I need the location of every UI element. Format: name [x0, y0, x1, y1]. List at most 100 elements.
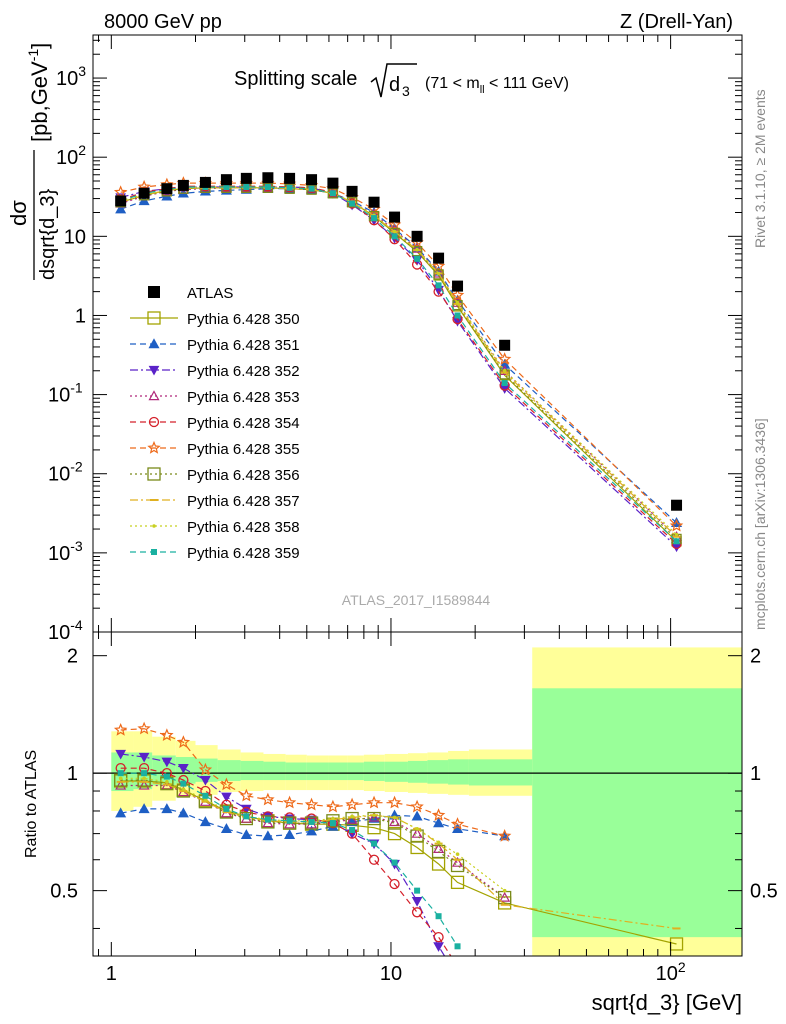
data-point	[389, 211, 401, 223]
legend-marker	[152, 524, 156, 528]
ratio-point	[304, 797, 319, 811]
ratio-point	[372, 813, 376, 818]
ratio-line	[120, 779, 506, 899]
ratio-point	[240, 829, 252, 840]
data-point	[177, 179, 189, 191]
legend-label: Pythia 6.428 355	[187, 441, 300, 458]
ratio-point	[219, 777, 234, 791]
header-right: Z (Drell-Yan)	[620, 11, 733, 33]
data-point	[411, 242, 423, 253]
ratio-point	[241, 804, 252, 815]
legend-item: Pythia 6.428 353	[130, 389, 300, 406]
ratio-point	[414, 887, 421, 894]
data-point	[199, 176, 211, 188]
data-point	[329, 190, 336, 197]
title-range: (71 < mll < 111 GeV)	[425, 75, 569, 96]
x-axis-label: sqrt{d_3} [GeV]	[592, 990, 742, 1015]
ratio-point	[306, 825, 318, 836]
ratio-point	[115, 807, 127, 818]
ratio-point	[199, 816, 211, 827]
ratio-point	[141, 770, 148, 777]
y-tick-label: 102	[56, 142, 86, 169]
data-point	[431, 259, 446, 272]
legend-label: Pythia 6.428 354	[187, 415, 300, 432]
data-point	[433, 269, 444, 280]
legend-marker	[148, 390, 160, 401]
data-point	[346, 185, 358, 197]
ratio-point	[284, 829, 296, 840]
ratio-line	[120, 767, 452, 956]
ratio-y-tick-label-right: 0.5	[750, 881, 778, 903]
ratio-point	[387, 826, 402, 841]
ratio-point	[411, 907, 423, 918]
data-point	[433, 252, 445, 264]
ratio-band-inner	[347, 762, 364, 781]
ratio-band-inner	[240, 760, 264, 781]
data-point	[499, 358, 511, 369]
title-subscript: 3	[402, 83, 410, 99]
ylabel-denominator: dsqrt{d_3}	[37, 188, 59, 280]
data-point	[387, 217, 402, 231]
ratio-point	[113, 722, 128, 736]
ratio-point	[118, 776, 123, 781]
analysis-watermark: ATLAS_2017_I1589844	[342, 592, 491, 608]
ratio-line	[120, 728, 505, 837]
data-point	[327, 177, 339, 189]
data-point	[454, 312, 461, 319]
ratio-band-inner	[328, 762, 348, 781]
y-tick-label: 10	[64, 226, 86, 248]
ratio-point	[345, 811, 359, 826]
data-point	[435, 282, 442, 289]
data-point	[671, 499, 683, 511]
ylabel-units-close: ]	[27, 43, 52, 49]
data-point	[243, 184, 250, 191]
ratio-point	[436, 840, 441, 845]
data-point	[414, 255, 421, 262]
ratio-point	[433, 817, 445, 828]
ratio-point	[499, 891, 511, 902]
ratio-point	[202, 792, 209, 799]
ratio-pythia-6-428-359	[117, 770, 461, 950]
ratio-point	[282, 816, 297, 830]
ratio-point	[389, 816, 401, 827]
ratio-point	[410, 799, 424, 813]
y-tick-label: 1	[75, 305, 86, 327]
legend-marker	[148, 338, 160, 349]
data-point	[115, 203, 127, 214]
ratio-point	[165, 780, 169, 784]
ratio-point	[411, 810, 423, 821]
ratio-point	[497, 828, 512, 842]
ratio-point	[261, 815, 275, 829]
ratio-point	[389, 878, 400, 890]
ylabel-units: [pb,GeV-1]	[25, 43, 52, 142]
ratio-point	[450, 875, 465, 890]
ratio-point	[346, 813, 358, 824]
legend-label: Pythia 6.428 353	[187, 389, 300, 406]
ratio-band-inner	[427, 760, 449, 784]
legend-marker	[147, 467, 161, 481]
data-point	[220, 174, 232, 186]
legend-marker	[147, 440, 161, 454]
ratio-point	[368, 854, 380, 865]
data-point	[411, 230, 423, 242]
data-point	[497, 352, 512, 365]
legend-item: Pythia 6.428 351	[130, 337, 300, 354]
ratio-point	[161, 803, 173, 814]
data-point	[113, 185, 128, 199]
ratio-point	[392, 815, 397, 820]
ratio-point	[282, 795, 297, 809]
legend-label: Pythia 6.428 350	[187, 311, 300, 328]
title-range-pre: (71 < m	[425, 75, 480, 92]
ratio-point	[286, 817, 293, 824]
data-point	[452, 299, 463, 311]
legend-label: Pythia 6.428 357	[187, 493, 300, 510]
ratio-point	[142, 776, 146, 781]
title-main: Splitting scale	[234, 68, 357, 90]
title-range-post: < 111 GeV)	[485, 75, 569, 92]
y-tick-label: 103	[56, 63, 86, 90]
axis-tick-labels: 1 10 102 10-4 10-3 10-2 10-1 1 10 102 103 0.5 0.5 1 1 2…	[48, 63, 778, 985]
ylabel-numerator: dσ	[6, 200, 31, 226]
ratio-point	[203, 797, 208, 802]
ratio-y-tick-label-left: 0.5	[50, 881, 78, 903]
ratio-point	[345, 797, 359, 811]
